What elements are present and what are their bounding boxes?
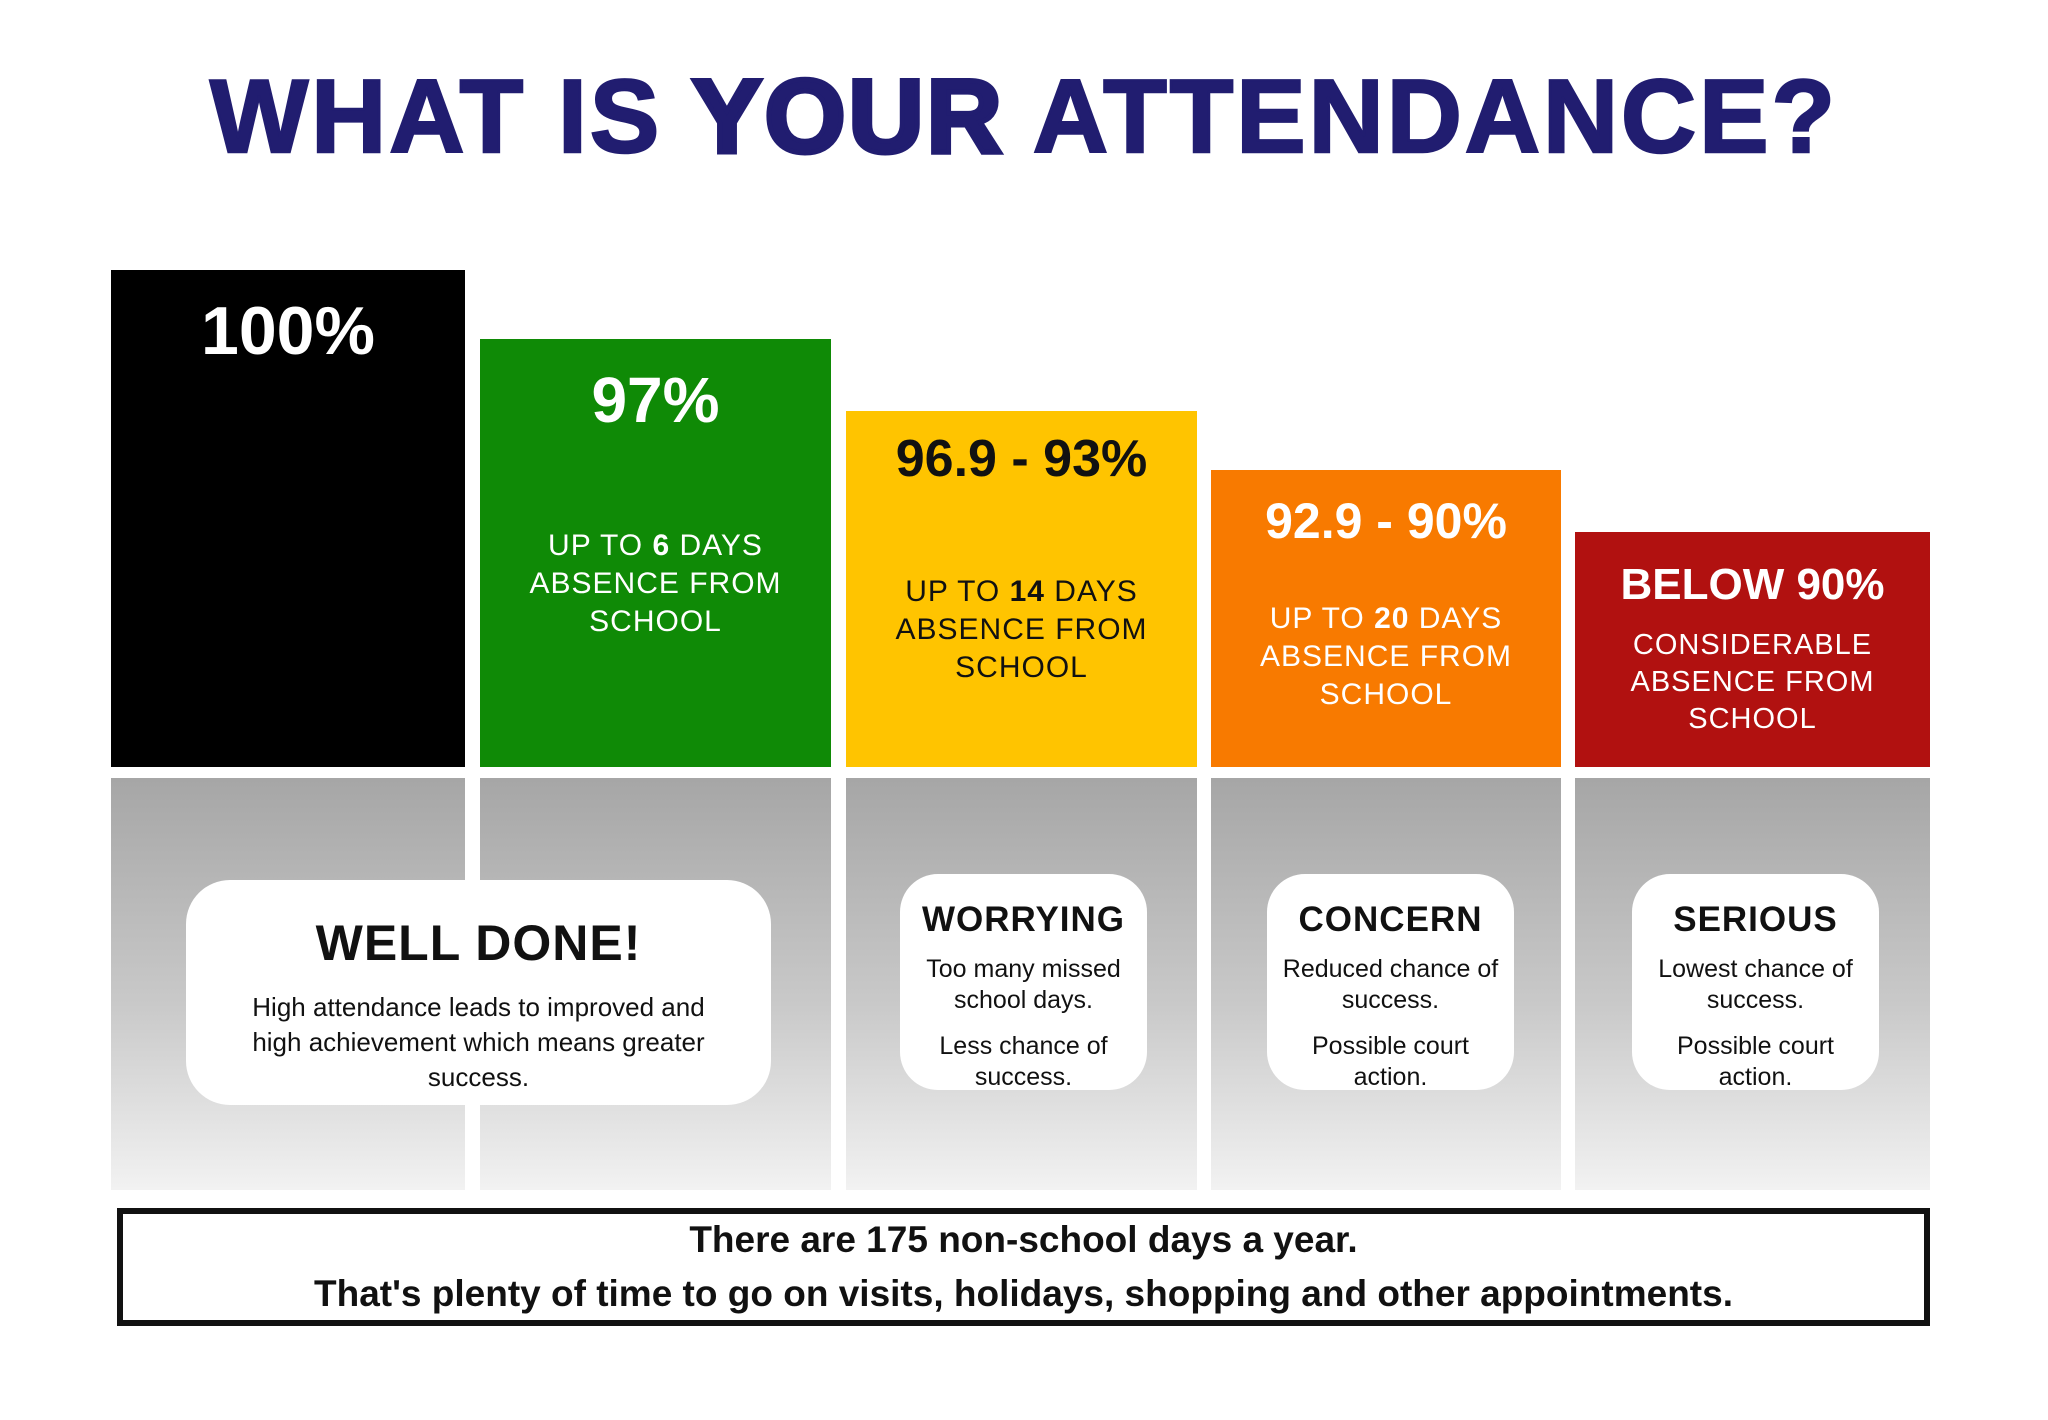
bar-96-93-label: 96.9 - 93% [895,430,1148,488]
footer-line-2: That's plenty of time to go on visits, h… [314,1273,1733,1314]
note-worrying: WORRYING Too many missed school days. Le… [900,874,1147,1091]
bar-92-90-detail: UP TO 20 DAYS ABSENCE FROM SCHOOL [1259,602,1513,712]
bar-97-percent: 97% UP TO 6 DAYS ABSENCE FROM SCHOOL [480,339,831,767]
title-post: ATTENDANCE? [1032,58,1839,177]
note-well-done-title: WELL DONE! [315,915,642,971]
bar-92-90-percent: 92.9 - 90% UP TO 20 DAYS ABSENCE FROM SC… [1211,470,1561,767]
bar-below-90-percent: BELOW 90% CONSIDERABLE ABSENCE FROM SCHO… [1575,532,1930,767]
note-serious-title: SERIOUS [1673,900,1838,939]
note-serious-body: Lowest chance of success. Possible court… [1658,955,1853,1091]
footer-line-1: There are 175 non-school days a year. [689,1219,1358,1261]
title-pre: WHAT IS [209,58,663,177]
note-worrying-title: WORRYING [921,900,1126,939]
page-title: WHAT IS YOUR ATTENDANCE? [0,57,2048,178]
note-concern: CONCERN Reduced chance of success. Possi… [1267,874,1514,1091]
note-serious: SERIOUS Lowest chance of success. Possib… [1632,874,1879,1091]
note-concern-body: Reduced chance of success. Possible cour… [1282,955,1499,1091]
note-worrying-body: Too many missed school days. Less chance… [926,955,1121,1091]
bar-100-percent: 100% [111,270,465,767]
bar-96-93-percent: 96.9 - 93% UP TO 14 DAYS ABSENCE FROM SC… [846,411,1197,767]
note-well-done-body: High attendance leads to improved and hi… [252,992,705,1093]
bar-below-90-detail: CONSIDERABLE ABSENCE FROM SCHOOL [1630,629,1875,735]
note-concern-title: CONCERN [1298,900,1483,939]
bar-below-90-label: BELOW 90% [1620,560,1885,609]
bar-97-label: 97% [591,364,720,436]
note-well-done: WELL DONE! High attendance leads to impr… [186,880,771,1105]
bar-97-detail: UP TO 6 DAYS ABSENCE FROM SCHOOL [529,529,782,639]
bar-96-93-detail: UP TO 14 DAYS ABSENCE FROM SCHOOL [895,575,1148,685]
bar-92-90-label: 92.9 - 90% [1265,493,1507,549]
title-emphasis: YOUR [690,57,1005,178]
footer-callout-box: There are 175 non-school days a year. Th… [117,1208,1930,1326]
bar-100-label: 100% [201,293,375,369]
